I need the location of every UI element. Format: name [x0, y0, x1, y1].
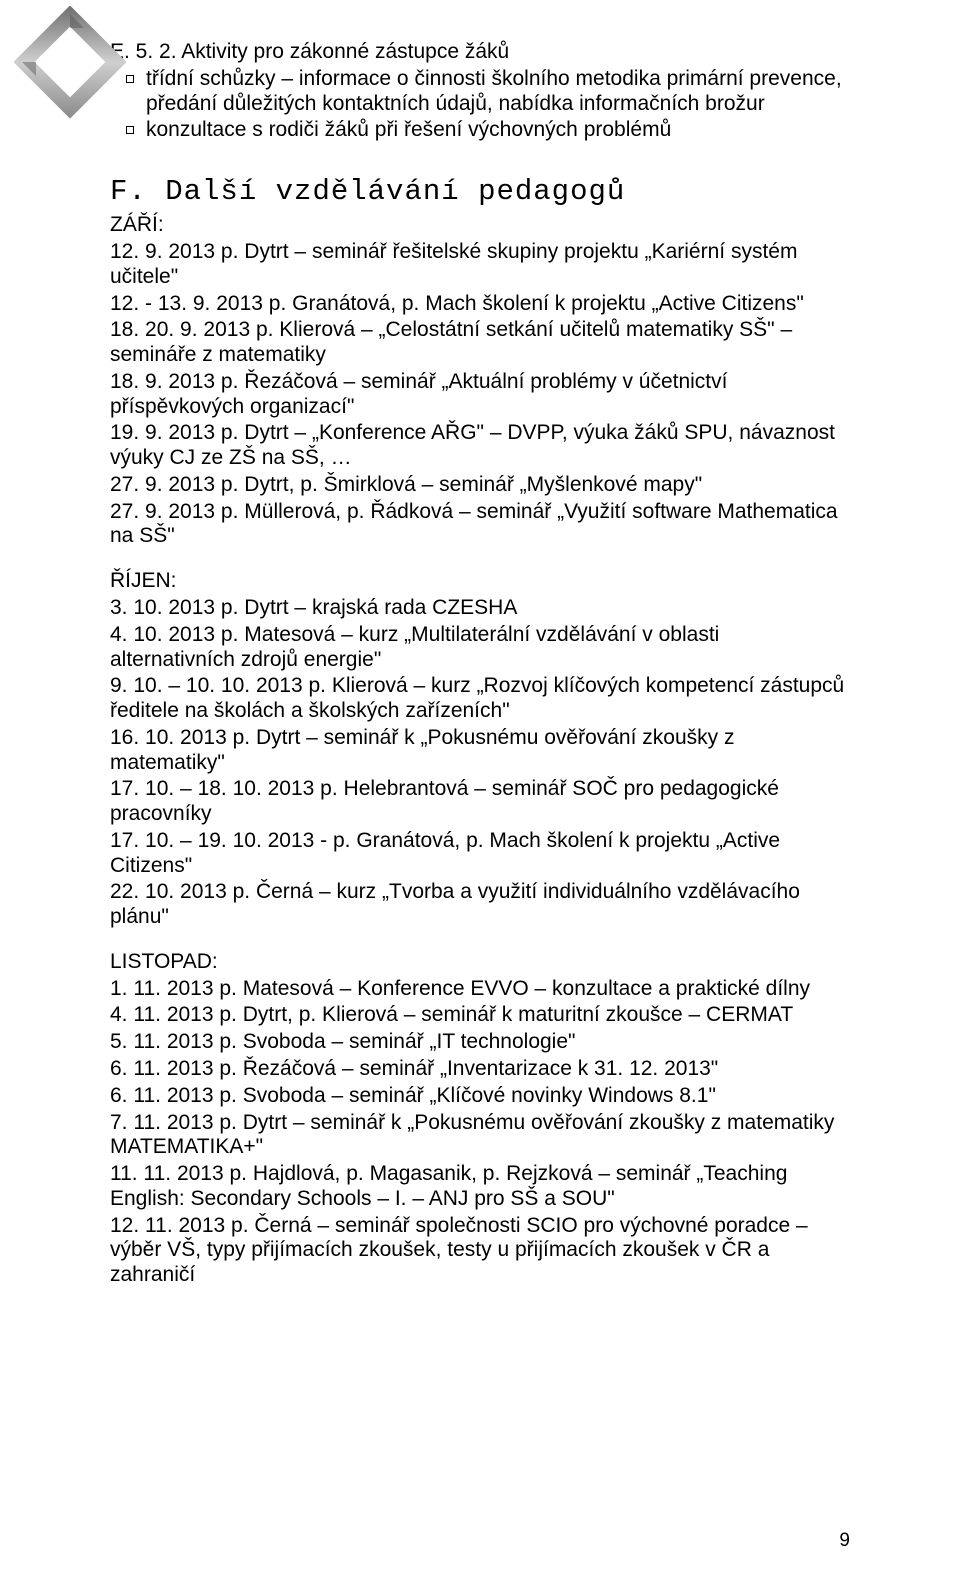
bullet-list-e52: třídní schůzky – informace o činnosti šk… — [110, 67, 850, 143]
group-zari: ZÁŘÍ: 12. 9. 2013 p. Dytrt – seminář řeš… — [110, 213, 850, 549]
entry: 1. 11. 2013 p. Matesová – Konference EVV… — [110, 977, 850, 1002]
section-f-letter: F. — [110, 175, 147, 208]
group-rijen: ŘÍJEN: 3. 10. 2013 p. Dytrt – krajská ra… — [110, 569, 850, 930]
month-label-rijen: ŘÍJEN: — [110, 569, 850, 594]
section-f-title: Další vzdělávání pedagogů — [165, 175, 625, 208]
entry: 4. 10. 2013 p. Matesová – kurz „Multilat… — [110, 623, 850, 673]
month-label-zari: ZÁŘÍ: — [110, 213, 850, 238]
section-e52: E. 5. 2. Aktivity pro zákonné zástupce ž… — [110, 40, 850, 143]
section-f-heading: F. Další vzdělávání pedagogů — [110, 175, 850, 209]
entry: 16. 10. 2013 p. Dytrt – seminář k „Pokus… — [110, 726, 850, 776]
page-number: 9 — [839, 1530, 850, 1552]
entry: 17. 10. – 19. 10. 2013 - p. Granátová, p… — [110, 829, 850, 879]
entry: 19. 9. 2013 p. Dytrt – „Konference AŘG" … — [110, 421, 850, 471]
entry: 7. 11. 2013 p. Dytrt – seminář k „Pokusn… — [110, 1111, 850, 1161]
group-listopad: LISTOPAD: 1. 11. 2013 p. Matesová – Konf… — [110, 950, 850, 1288]
entry: 18. 9. 2013 p. Řezáčová – seminář „Aktuá… — [110, 370, 850, 420]
entry: 12. - 13. 9. 2013 p. Granátová, p. Mach … — [110, 292, 850, 317]
list-item-text: třídní schůzky – informace o činnosti šk… — [146, 67, 842, 115]
entry: 6. 11. 2013 p. Řezáčová – seminář „Inven… — [110, 1057, 850, 1082]
entry: 5. 11. 2013 p. Svoboda – seminář „IT tec… — [110, 1030, 850, 1055]
entry: 12. 11. 2013 p. Černá – seminář společno… — [110, 1214, 850, 1288]
entry: 22. 10. 2013 p. Černá – kurz „Tvorba a v… — [110, 880, 850, 930]
entry: 6. 11. 2013 p. Svoboda – seminář „Klíčov… — [110, 1084, 850, 1109]
heading-e52: E. 5. 2. Aktivity pro zákonné zástupce ž… — [110, 40, 850, 65]
entry: 27. 9. 2013 p. Müllerová, p. Řádková – s… — [110, 500, 850, 550]
entry: 3. 10. 2013 p. Dytrt – krajská rada CZES… — [110, 596, 850, 621]
entry: 9. 10. – 10. 10. 2013 p. Klierová – kurz… — [110, 674, 850, 724]
entry: 4. 11. 2013 p. Dytrt, p. Klierová – semi… — [110, 1003, 850, 1028]
list-item: třídní schůzky – informace o činnosti šk… — [110, 67, 850, 117]
entry: 27. 9. 2013 p. Dytrt, p. Šmirklová – sem… — [110, 473, 850, 498]
list-item-text: konzultace s rodiči žáků při řešení vých… — [146, 118, 671, 141]
list-item: konzultace s rodiči žáků při řešení vých… — [110, 118, 850, 143]
entry: 18. 20. 9. 2013 p. Klierová – „Celostátn… — [110, 318, 850, 368]
entry: 17. 10. – 18. 10. 2013 p. Helebrantová –… — [110, 777, 850, 827]
month-label-listopad: LISTOPAD: — [110, 950, 850, 975]
entry: 11. 11. 2013 p. Hajdlová, p. Magasanik, … — [110, 1162, 850, 1212]
entry: 12. 9. 2013 p. Dytrt – seminář řešitelsk… — [110, 240, 850, 290]
